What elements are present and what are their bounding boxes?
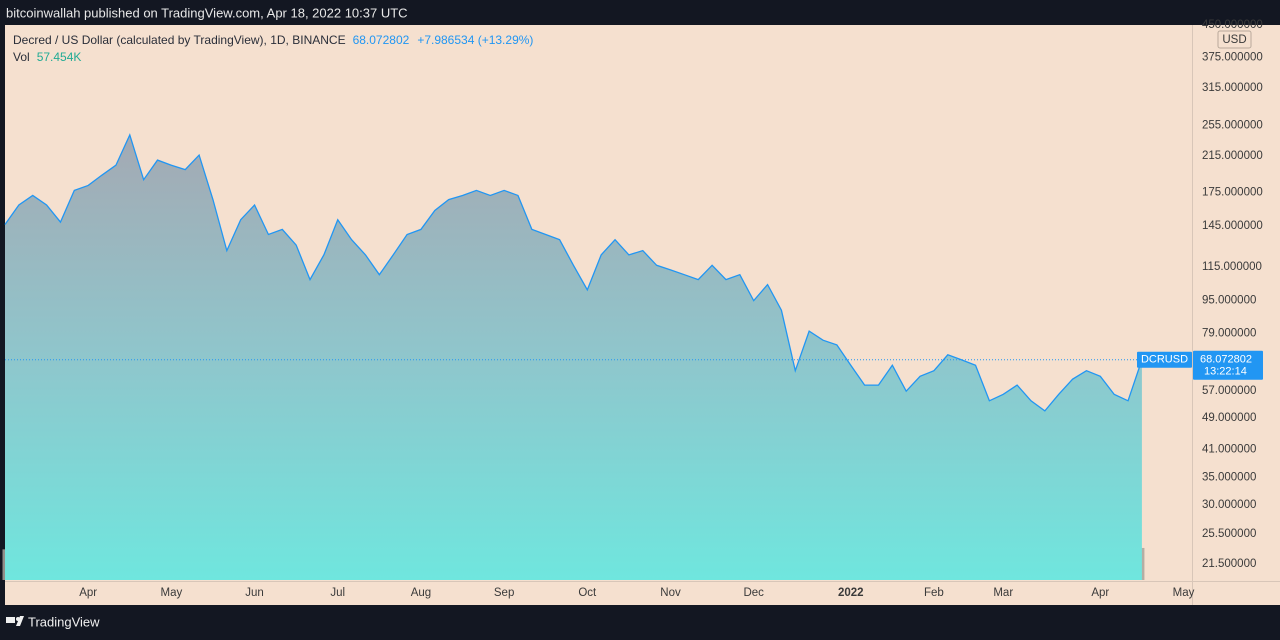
area-fill [5,134,1142,580]
y-tick-label: 450.000000 [1202,19,1263,31]
brand: TradingView [28,614,100,629]
y-tick-label: 255.000000 [1202,120,1263,132]
published-note: bitcoinwallah published on TradingView.c… [6,5,408,20]
currency-box [1217,30,1252,49]
y-tick-label: 49.000000 [1202,412,1256,424]
x-tick-label: Sep [494,587,514,599]
x-tick-label: Nov [660,587,681,599]
x-tick-label: Aug [411,587,431,599]
x-tick-label: May [1173,587,1195,599]
x-tick-label: Apr [79,587,97,599]
y-tick-label: 21.500000 [1202,558,1256,570]
currency: USD [1222,34,1246,46]
y-tick-label: 315.000000 [1202,82,1263,94]
y-tick-label: 57.000000 [1202,385,1256,397]
x-tick-label: Jun [245,587,264,599]
y-tick-label: 375.000000 [1202,51,1263,63]
x-tick-label: Dec [743,587,764,599]
logo [6,616,24,626]
countdown: 13:22:14 [1204,366,1247,378]
y-tick-label: 25.500000 [1202,528,1256,540]
chart-title: Decred / US Dollar (calculated by Tradin… [13,33,346,47]
symbol: DCRUSD [1141,354,1188,366]
symbol-box [1137,351,1192,368]
price-label: 68.072802 [1200,354,1252,366]
price-line [4,133,1143,412]
x-tick-label: May [161,587,183,599]
y-tick-label: 41.000000 [1202,444,1256,456]
y-tick-label: 215.000000 [1202,150,1263,162]
marks [2,133,1145,580]
x-tick-label: 2022 [838,587,864,599]
last-price: 68.072802 [353,33,410,47]
x-tick-label: Apr [1091,587,1109,599]
price-box [1193,350,1263,380]
x-tick-label: Feb [924,587,944,599]
y-tick-label: 115.000000 [1202,261,1262,273]
volume-last: 57.454K [37,50,82,64]
y-tick-label: 95.000000 [1202,295,1256,307]
price-change: +7.986534 (+13.29%) [417,33,533,47]
x-tick-label: Mar [993,587,1013,599]
x-tick-label: Jul [330,587,345,599]
y-tick-label: 35.000000 [1202,472,1256,484]
volume-name: Vol [13,50,30,64]
x-tick-label: Oct [578,587,597,599]
y-tick-label: 175.000000 [1202,186,1263,198]
y-tick-label: 79.000000 [1202,327,1256,339]
y-tick-label: 30.000000 [1202,499,1256,511]
y-tick-label: 145.000000 [1202,220,1263,232]
